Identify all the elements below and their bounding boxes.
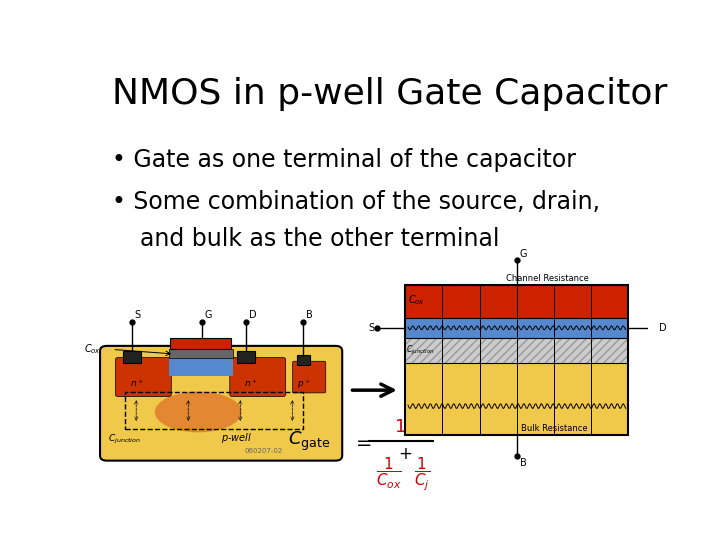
Bar [237, 351, 256, 362]
Text: • Gate as one terminal of the capacitor: • Gate as one terminal of the capacitor [112, 148, 576, 172]
Text: $=$: $=$ [352, 431, 372, 450]
Bar [405, 318, 629, 338]
Text: 060207-02: 060207-02 [244, 448, 282, 454]
Text: B: B [306, 309, 313, 320]
Bar [297, 355, 310, 366]
Text: Channel Resistance: Channel Resistance [505, 274, 588, 283]
Text: $n^+$: $n^+$ [244, 377, 258, 389]
FancyBboxPatch shape [292, 361, 325, 393]
Text: S: S [369, 323, 374, 333]
Bar [168, 349, 233, 358]
Text: NMOS in p-well Gate Capacitor: NMOS in p-well Gate Capacitor [112, 77, 667, 111]
Text: $C_{ox}$: $C_{ox}$ [408, 293, 425, 307]
Text: $C_{junction}$: $C_{junction}$ [108, 433, 141, 446]
Text: S: S [135, 309, 141, 320]
Ellipse shape [155, 392, 242, 433]
FancyBboxPatch shape [100, 346, 342, 461]
Bar [405, 285, 629, 435]
Text: $p$-well: $p$-well [221, 431, 252, 445]
Text: $C_{junction}$: $C_{junction}$ [406, 344, 435, 357]
Text: B: B [520, 458, 526, 468]
Text: G: G [520, 249, 527, 259]
FancyBboxPatch shape [115, 357, 171, 396]
Text: D: D [249, 309, 257, 320]
Text: G: G [204, 309, 212, 320]
Text: $p^+$: $p^+$ [297, 377, 310, 392]
Text: $C_{ox}$: $C_{ox}$ [84, 342, 101, 356]
Text: $\dfrac{1}{C_{ox}}$: $\dfrac{1}{C_{ox}}$ [376, 456, 402, 491]
FancyBboxPatch shape [230, 357, 286, 396]
Bar [405, 363, 629, 435]
Bar [168, 358, 233, 376]
Text: Bulk Resistance: Bulk Resistance [521, 424, 588, 433]
Text: and bulk as the other terminal: and bulk as the other terminal [140, 227, 500, 251]
Text: $n^+$: $n^+$ [130, 377, 143, 389]
Bar [122, 351, 141, 362]
Bar [405, 285, 629, 318]
Bar [405, 338, 629, 363]
Text: • Some combination of the source, drain,: • Some combination of the source, drain, [112, 190, 600, 213]
Bar [125, 392, 304, 429]
Text: $\dfrac{1}{C_j}$: $\dfrac{1}{C_j}$ [414, 456, 430, 493]
Text: $C_{\rm gate}$: $C_{\rm gate}$ [287, 429, 330, 453]
Text: D: D [660, 323, 667, 333]
Text: $+$: $+$ [398, 444, 413, 463]
Text: $1$: $1$ [394, 417, 405, 436]
Bar [170, 338, 230, 349]
